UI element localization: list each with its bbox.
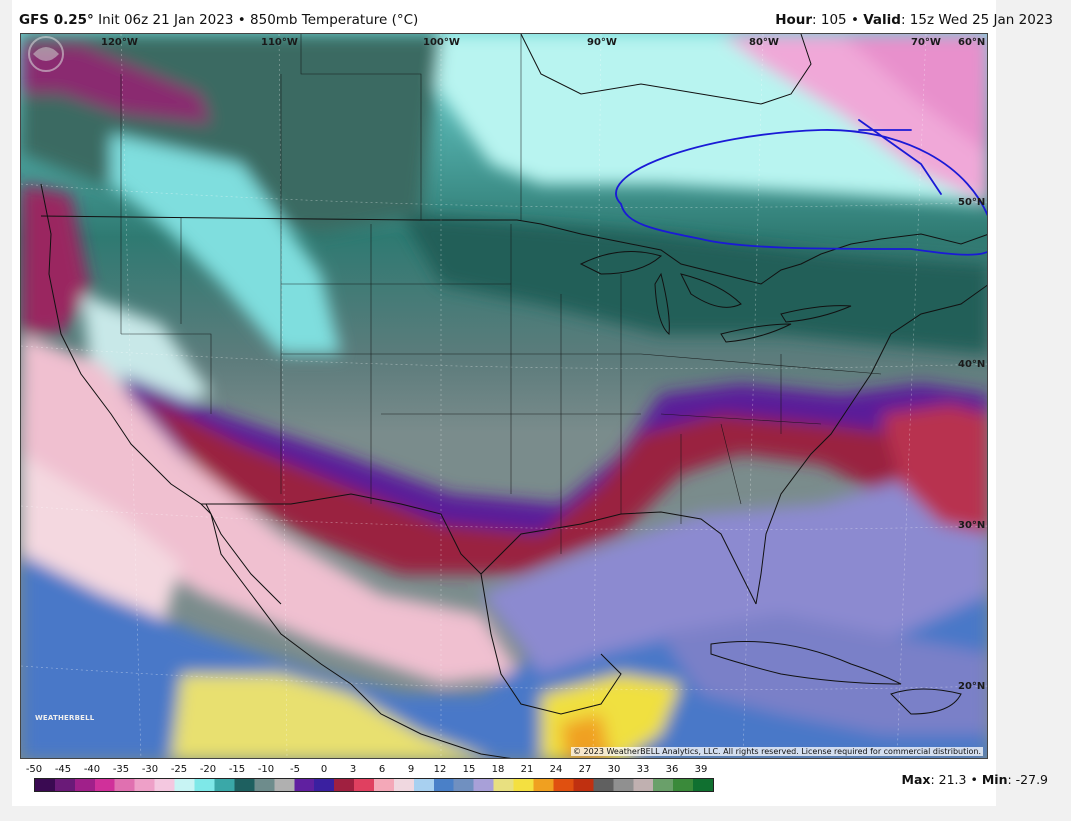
colorbar (34, 778, 714, 792)
lat-label-60n: 60°N (958, 37, 986, 48)
model-name: GFS 0.25 (19, 12, 88, 28)
lon-label-90w: 90°W (587, 37, 617, 48)
temperature-map[interactable]: 120°W 110°W 100°W 90°W 80°W 70°W 60°N 50… (20, 33, 988, 759)
lat-label-40n: 40°N (958, 359, 986, 370)
field-name: 850mb Temperature (°C) (250, 12, 419, 28)
colorbar-tick: 6 (378, 764, 386, 775)
map-graphic (21, 34, 987, 758)
lat-lon-grid (21, 34, 987, 758)
lon-label-80w: 80°W (749, 37, 779, 48)
lon-label-120w: 120°W (101, 37, 138, 48)
colorbar-tick: -40 (83, 764, 101, 775)
state-lines (120, 34, 882, 554)
hand-drawn-annotation (615, 119, 987, 256)
header-left: GFS 0.25° Init 06z 21 Jan 2023 • 850mb T… (19, 12, 418, 28)
min-label: Min (981, 772, 1008, 787)
colorbar-tick: 9 (407, 764, 415, 775)
stats-separator: • (970, 772, 978, 787)
colorbar-tick: 24 (549, 764, 563, 775)
header-separator-2: • (850, 12, 859, 28)
lat-label-50n: 50°N (958, 197, 986, 208)
valid-label: Valid (863, 12, 901, 28)
colorbar-tick: -35 (112, 764, 130, 775)
min-value: : -27.9 (1007, 772, 1048, 787)
hour-label: Hour (775, 12, 813, 28)
header-right: Hour: 105 • Valid: 15z Wed 25 Jan 2023 (775, 12, 1053, 28)
lat-label-30n: 30°N (958, 520, 986, 531)
colorbar-tick: 36 (665, 764, 679, 775)
colorbar-tick: 12 (433, 764, 447, 775)
colorbar-tick: -45 (54, 764, 72, 775)
colorbar-tick: 18 (491, 764, 505, 775)
weatherbell-logo-icon (28, 36, 64, 72)
colorbar-tick: -10 (257, 764, 275, 775)
colorbar-tick: 15 (462, 764, 476, 775)
colorbar-tick: 30 (607, 764, 621, 775)
colorbar-tick: 0 (320, 764, 328, 775)
colorbar-tick: 39 (694, 764, 708, 775)
model-degree: ° (87, 12, 94, 28)
max-min-stats: Max: 21.3 • Min: -27.9 (902, 772, 1048, 787)
colorbar-tick: -50 (25, 764, 43, 775)
lat-label-20n: 20°N (958, 681, 986, 692)
lon-label-70w: 70°W (911, 37, 941, 48)
copyright-notice: © 2023 WeatherBELL Analytics, LLC. All r… (571, 747, 983, 756)
colorbar-tick: 27 (578, 764, 592, 775)
colorbar-tick: -25 (170, 764, 188, 775)
colorbar-tick: 21 (520, 764, 534, 775)
colorbar-tick: -20 (199, 764, 217, 775)
lon-label-110w: 110°W (261, 37, 298, 48)
temperature-field (21, 34, 987, 758)
header-separator: • (237, 12, 246, 28)
colorbar-tick: 3 (349, 764, 357, 775)
political-boundaries (40, 34, 987, 758)
init-time: Init 06z 21 Jan 2023 (98, 12, 234, 28)
colorbar-tick: -15 (228, 764, 246, 775)
lon-label-100w: 100°W (423, 37, 460, 48)
colorbar-tick: -30 (141, 764, 159, 775)
max-value: : 21.3 (930, 772, 967, 787)
max-label: Max (901, 772, 931, 787)
hour-value: : 105 (812, 12, 847, 28)
valid-value: : 15z Wed 25 Jan 2023 (900, 12, 1053, 28)
colorbar-tick: 33 (636, 764, 650, 775)
logo-text: WEATHERBELL (35, 714, 95, 722)
colorbar-tick: -5 (290, 764, 300, 775)
